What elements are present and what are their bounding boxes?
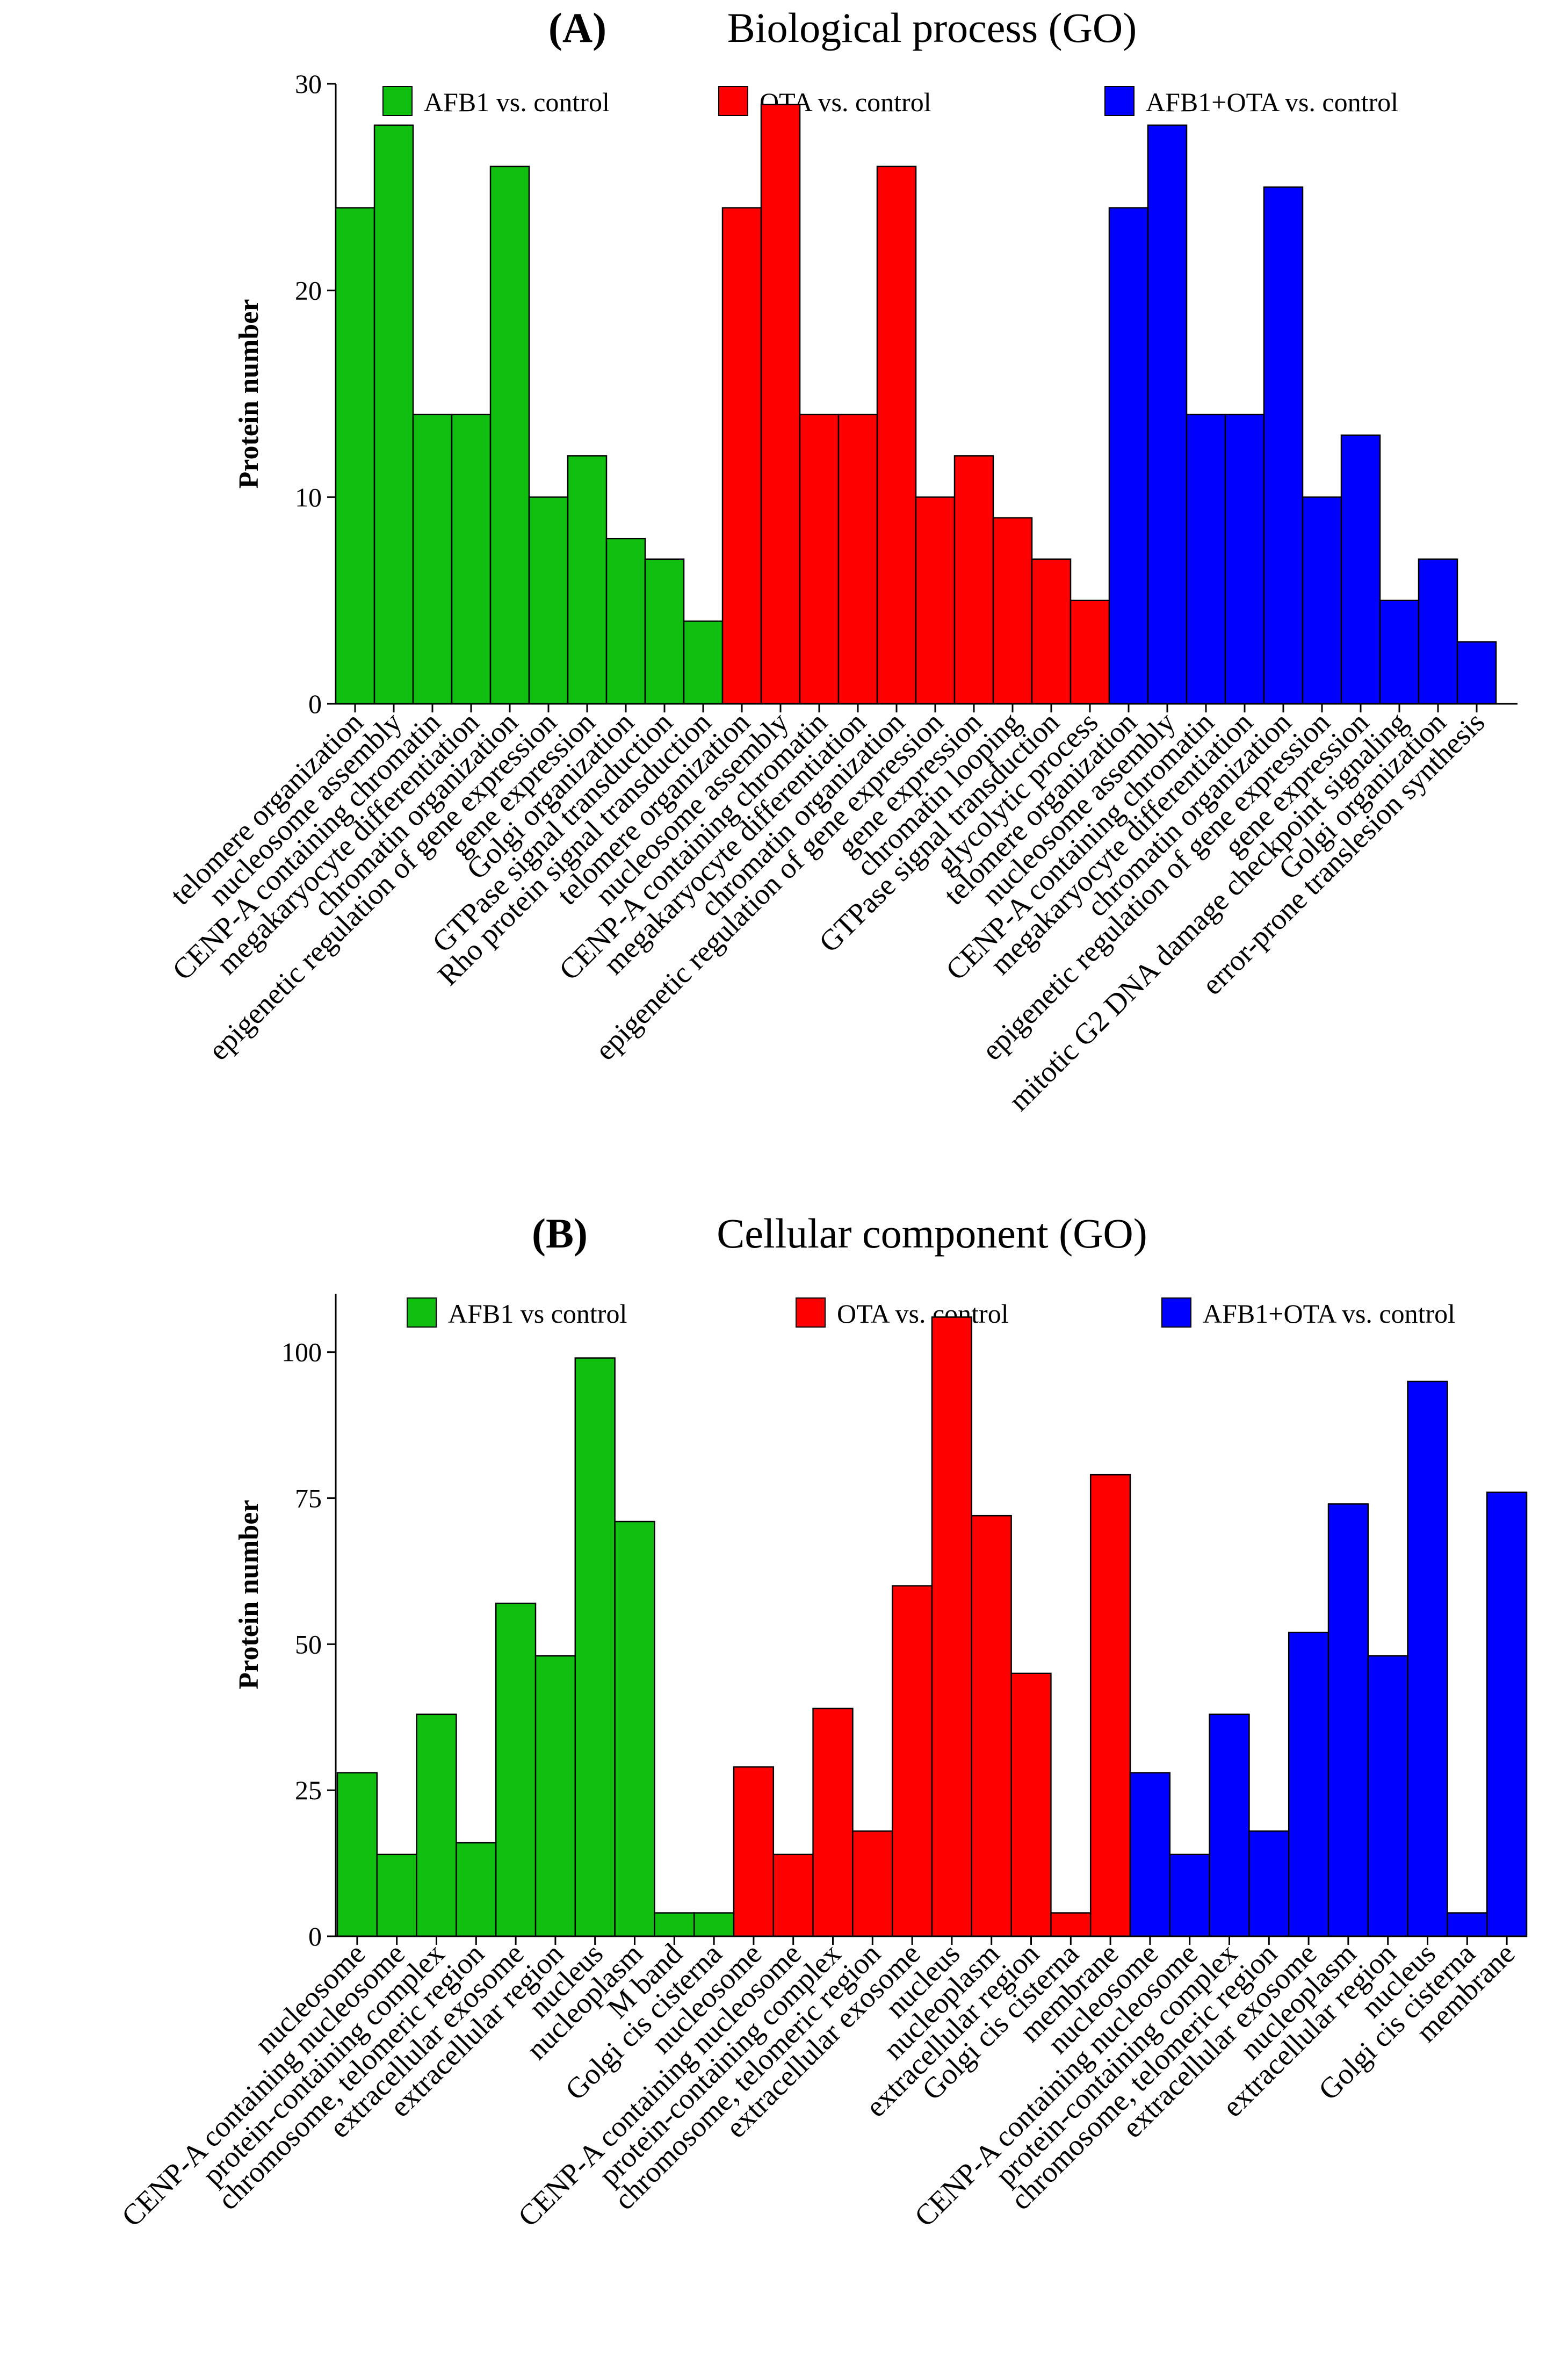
bar xyxy=(760,104,801,705)
panel-a-y-axis-label: Protein number xyxy=(234,299,264,489)
bar xyxy=(1147,124,1188,705)
y-tick-label: 50 xyxy=(295,1629,322,1659)
bar xyxy=(1209,1713,1250,1937)
bar xyxy=(451,414,492,705)
bar xyxy=(534,1655,576,1937)
bar xyxy=(1367,1655,1408,1937)
bar xyxy=(1248,1830,1290,1937)
bar xyxy=(1186,414,1226,705)
bar xyxy=(1031,558,1072,705)
bar xyxy=(693,1912,735,1937)
bar xyxy=(412,414,453,705)
legend-label: AFB1 vs control xyxy=(448,1299,627,1329)
y-tick-label: 20 xyxy=(295,276,322,306)
bar xyxy=(721,207,762,705)
bar xyxy=(644,558,685,705)
bar xyxy=(1379,600,1420,705)
bar xyxy=(1288,1632,1329,1937)
bar xyxy=(1169,1854,1210,1937)
bar xyxy=(335,207,375,705)
y-tick-label: 0 xyxy=(308,1921,322,1951)
bar xyxy=(1089,1474,1131,1937)
bar xyxy=(837,414,878,705)
bar xyxy=(456,1842,497,1937)
legend-label: AFB1+OTA vs. control xyxy=(1146,87,1398,117)
y-tick-label: 75 xyxy=(295,1483,322,1513)
bar xyxy=(1224,414,1265,705)
y-tick-label: 0 xyxy=(308,689,322,719)
bar xyxy=(683,620,724,705)
bar xyxy=(812,1707,854,1937)
bar xyxy=(953,455,994,705)
bar xyxy=(1010,1672,1052,1937)
bar xyxy=(1108,207,1149,705)
legend-label: OTA vs. control xyxy=(837,1299,1009,1329)
legend-swatch xyxy=(718,86,748,116)
bar xyxy=(654,1912,695,1937)
bar xyxy=(1447,1912,1488,1937)
bar xyxy=(416,1713,457,1937)
bar xyxy=(876,165,917,705)
bar xyxy=(772,1854,814,1937)
y-tick-label: 30 xyxy=(295,69,322,99)
bar xyxy=(799,414,840,705)
bar xyxy=(567,455,608,705)
legend-swatch xyxy=(1161,1297,1191,1328)
bar xyxy=(852,1830,893,1937)
panel-a-legend: AFB1 vs. control OTA vs. control AFB1+OTA … xyxy=(382,86,1398,117)
bar xyxy=(336,1772,378,1937)
bar xyxy=(574,1357,616,1937)
panel-a-title: Biological process (GO) xyxy=(727,4,1137,51)
bar xyxy=(971,1515,1012,1937)
bar xyxy=(605,538,646,705)
bar xyxy=(915,496,956,705)
legend-swatch xyxy=(382,86,413,116)
y-tick-label: 10 xyxy=(295,482,322,512)
panel-a-label: (A) xyxy=(548,4,606,51)
y-tick-label: 25 xyxy=(295,1775,322,1805)
y-tick-label: 100 xyxy=(281,1337,322,1367)
bar xyxy=(1340,434,1381,705)
bar xyxy=(614,1520,655,1937)
bar xyxy=(931,1316,973,1937)
legend-swatch xyxy=(407,1297,437,1328)
bar xyxy=(733,1766,775,1937)
panel-b-y-axis: 0 25 50 75 100 xyxy=(281,1294,337,1951)
panel-b-y-axis-label: Protein number xyxy=(234,1500,264,1690)
legend-label: AFB1+OTA vs. control xyxy=(1203,1299,1455,1329)
panel-a-bars xyxy=(335,104,1497,705)
bar xyxy=(1302,496,1342,705)
bar xyxy=(489,165,530,705)
bar xyxy=(1129,1772,1171,1937)
bar xyxy=(373,124,414,705)
bar xyxy=(1418,558,1458,705)
legend-label: AFB1 vs. control xyxy=(424,87,610,117)
panel-b-title: Cellular component (GO) xyxy=(717,1210,1147,1257)
bar xyxy=(376,1854,417,1937)
bar xyxy=(891,1585,933,1937)
panel-b-bars xyxy=(336,1316,1528,1937)
bar xyxy=(992,517,1033,705)
bar xyxy=(495,1603,537,1937)
bar xyxy=(1327,1503,1369,1937)
bar xyxy=(1070,600,1110,705)
bar xyxy=(1050,1912,1092,1937)
panel-b-label: (B) xyxy=(532,1210,588,1257)
bar xyxy=(1456,641,1497,705)
legend-swatch xyxy=(796,1297,826,1328)
bar xyxy=(1263,186,1304,705)
bar xyxy=(1407,1380,1448,1937)
panel-b-legend: AFB1 vs control OTA vs. control AFB1+OTA v… xyxy=(407,1297,1455,1329)
bar xyxy=(1486,1491,1528,1937)
bar xyxy=(528,496,569,705)
legend-swatch xyxy=(1104,86,1135,116)
